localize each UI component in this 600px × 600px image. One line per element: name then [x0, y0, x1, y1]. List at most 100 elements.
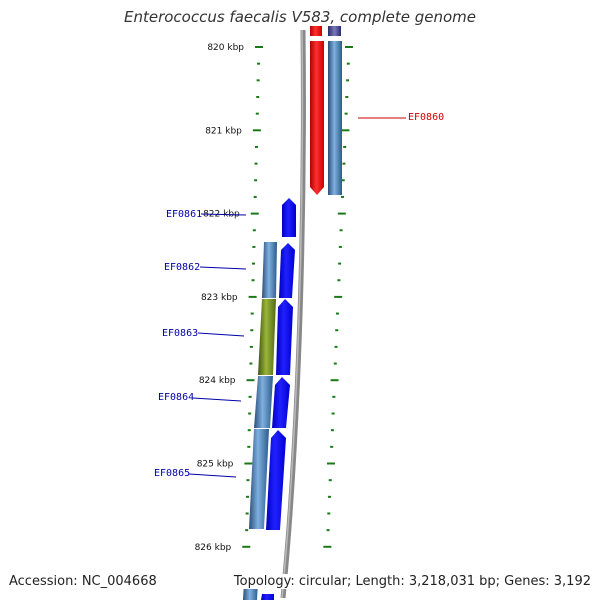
minor-tick-mark — [328, 479, 332, 482]
ef0861-cds-arrow — [282, 198, 296, 237]
minor-tick-mark — [249, 362, 253, 365]
minor-tick-mark — [248, 412, 252, 415]
genome-backbone-highlight — [281, 29, 304, 599]
accession-text: Accession: NC_004668 — [9, 574, 157, 589]
minor-tick-mark — [333, 362, 337, 365]
ef0864-cds-arrow — [272, 377, 290, 428]
ef0863-leader-line — [197, 332, 245, 337]
minor-tick-mark — [256, 95, 260, 98]
minor-tick-mark — [252, 245, 256, 248]
map-title: Enterococcus faecalis V583, complete gen… — [123, 8, 477, 26]
minor-tick-mark — [254, 145, 258, 148]
minor-tick-mark — [328, 495, 332, 498]
ef0862-leader-line — [199, 266, 247, 270]
minor-tick-mark — [252, 229, 256, 232]
minor-tick-mark — [342, 162, 346, 165]
minor-tick-mark — [248, 395, 252, 398]
major-tick-mark — [337, 212, 346, 215]
minor-tick-mark — [250, 312, 254, 315]
major-tick-mark — [255, 46, 263, 48]
major-tick-mark — [323, 545, 332, 548]
tick-label: 824 kbp — [199, 376, 236, 386]
ef0865-leader-line — [188, 473, 237, 478]
gene-label-ef0863[interactable]: EF0863 — [162, 328, 198, 339]
ef0864-feature-track — [254, 376, 273, 428]
minor-tick-mark — [341, 179, 345, 182]
minor-tick-mark — [247, 445, 251, 448]
major-tick-mark — [341, 129, 350, 132]
minor-tick-mark — [254, 162, 258, 165]
tick-label: 821 kbp — [205, 126, 242, 136]
minor-tick-mark — [334, 345, 338, 348]
genome-backbone — [280, 29, 306, 599]
ef0865-cds-arrow — [266, 430, 286, 530]
minor-tick-mark — [245, 529, 249, 532]
tick-label: 825 kbp — [197, 460, 234, 470]
major-tick-mark — [326, 462, 335, 465]
minor-tick-mark — [250, 329, 254, 332]
minor-tick-mark — [331, 412, 335, 415]
major-tick-mark — [244, 462, 253, 465]
minor-tick-mark — [255, 112, 259, 115]
minor-tick-mark — [253, 195, 257, 198]
minor-tick-mark — [345, 95, 349, 98]
minor-tick-mark — [251, 279, 255, 282]
ef0862-feature-track — [262, 242, 277, 298]
minor-tick-mark — [330, 445, 334, 448]
minor-tick-mark — [257, 62, 261, 65]
minor-tick-mark — [249, 345, 253, 348]
minor-tick-mark — [330, 429, 334, 432]
tick-label: 826 kbp — [195, 543, 232, 553]
minor-tick-mark — [332, 395, 336, 398]
major-tick-mark — [248, 295, 257, 298]
minor-tick-mark — [326, 529, 330, 532]
minor-tick-mark — [246, 495, 250, 498]
minor-tick-mark — [327, 512, 331, 515]
minor-tick-mark — [335, 329, 339, 332]
major-tick-mark — [250, 212, 259, 215]
genome-summary-text: Topology: circular; Length: 3,218,031 bp… — [233, 574, 591, 589]
tick-dot-tracks — [242, 46, 353, 548]
ef0864-leader-line — [192, 397, 242, 402]
gene-label-ef0864[interactable]: EF0864 — [158, 392, 194, 403]
minor-tick-mark — [346, 62, 350, 65]
minor-tick-mark — [254, 179, 258, 182]
gene-label-ef0865[interactable]: EF0865 — [154, 468, 190, 479]
major-tick-mark — [334, 295, 343, 298]
minor-tick-mark — [344, 112, 348, 115]
ef0861-leader-line — [200, 213, 247, 216]
major-tick-mark — [252, 129, 261, 132]
ef0863-feature-track — [258, 299, 276, 375]
minor-tick-mark — [343, 145, 347, 148]
minor-tick-mark — [339, 229, 343, 232]
minor-tick-mark — [346, 79, 350, 82]
minor-tick-mark — [246, 479, 250, 482]
major-tick-mark — [242, 545, 251, 548]
feature-top-red — [310, 26, 322, 36]
minor-tick-mark — [335, 312, 339, 315]
ef0863-cds-arrow — [276, 299, 293, 375]
gene-label-ef0862[interactable]: EF0862 — [164, 262, 200, 273]
minor-tick-mark — [341, 195, 345, 198]
minor-tick-mark — [251, 262, 255, 265]
minor-tick-mark — [245, 512, 249, 515]
ef0862-cds-arrow — [279, 243, 295, 298]
minor-tick-mark — [337, 279, 341, 282]
ef0860-feature-track — [328, 41, 342, 195]
gene-label-ef0861[interactable]: EF0861 — [166, 209, 202, 220]
tick-label: 820 kbp — [207, 43, 244, 53]
gene-label-ef0860[interactable]: EF0860 — [408, 112, 444, 123]
minor-tick-mark — [338, 245, 342, 248]
minor-tick-mark — [247, 429, 251, 432]
major-tick-mark — [330, 379, 339, 382]
minor-tick-mark — [256, 79, 260, 82]
bottom-cds-arrow — [261, 594, 274, 600]
feature-top-purple — [328, 26, 341, 36]
major-tick-mark — [246, 379, 255, 382]
ef0865-feature-track — [249, 429, 269, 529]
minor-tick-mark — [338, 262, 342, 265]
ef0860-highlight-cds — [310, 41, 324, 195]
tick-label: 823 kbp — [201, 293, 238, 303]
major-tick-mark — [345, 46, 353, 48]
